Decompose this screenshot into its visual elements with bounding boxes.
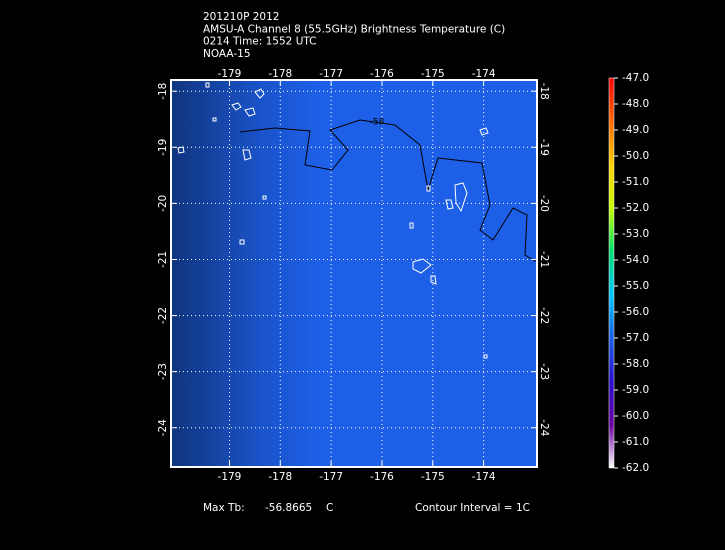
y-tick-label: -18 <box>157 83 169 100</box>
x-tick-label: -176 <box>370 68 394 80</box>
y-tick-label: -18 <box>538 83 550 100</box>
max-tb-value: -56.8665 <box>265 502 312 514</box>
x-tick-label: -175 <box>421 68 445 80</box>
colorbar-label: -60.0 <box>622 410 649 422</box>
colorbar-label: -55.0 <box>622 280 649 292</box>
colorbar-label: -48.0 <box>622 98 649 110</box>
map-frame <box>170 79 538 468</box>
colorbar-label: -52.0 <box>622 202 649 214</box>
contour-label: -58 <box>370 118 385 128</box>
colorbar-label: -57.0 <box>622 332 649 344</box>
colorbar-label: -62.0 <box>622 462 649 474</box>
colorbar <box>608 77 615 469</box>
colorbar-label: -47.0 <box>622 72 649 84</box>
y-tick-label: -19 <box>157 139 169 156</box>
x-tick-label: -179 <box>218 68 242 80</box>
colorbar-label: -51.0 <box>622 176 649 188</box>
title-line: 0214 Time: 1552 UTC <box>203 36 317 48</box>
colorbar-label: -50.0 <box>622 150 649 162</box>
colorbar-label: -54.0 <box>622 254 649 266</box>
colorbar-label: -59.0 <box>622 384 649 396</box>
shading <box>171 80 537 467</box>
x-tick-label: -174 <box>472 68 496 80</box>
coastlines <box>177 82 489 359</box>
x-tick-label: -178 <box>268 471 292 483</box>
y-tick-label: -23 <box>538 363 550 380</box>
y-tick-label: -20 <box>157 195 169 212</box>
x-tick-label: -176 <box>370 471 394 483</box>
colorbar-label: -61.0 <box>622 436 649 448</box>
contour-interval: Contour Interval = 1C <box>415 502 530 514</box>
title-line: AMSU-A Channel 8 (55.5GHz) Brightness Te… <box>203 23 505 35</box>
x-tick-label: -179 <box>218 471 242 483</box>
contour-line <box>239 119 538 263</box>
title-line: 201210P 2012 <box>203 11 279 23</box>
title-line: NOAA-15 <box>203 48 251 60</box>
y-tick-label: -23 <box>157 363 169 380</box>
x-tick-label: -177 <box>319 471 343 483</box>
colorbar-label: -49.0 <box>622 124 649 136</box>
x-tick-label: -178 <box>268 68 292 80</box>
x-tick-label: -175 <box>421 471 445 483</box>
max-tb-label: Max Tb: <box>203 502 245 514</box>
x-tick-label: -174 <box>472 471 496 483</box>
y-tick-label: -24 <box>538 419 550 436</box>
y-tick-label: -21 <box>157 251 169 268</box>
y-tick-label: -24 <box>157 419 169 436</box>
colorbar-label: -53.0 <box>622 228 649 240</box>
colorbar-label: -56.0 <box>622 306 649 318</box>
y-tick-label: -19 <box>538 139 550 156</box>
y-tick-label: -20 <box>538 195 550 212</box>
max-tb-unit: C <box>326 502 333 514</box>
y-tick-label: -22 <box>538 307 550 324</box>
colorbar-label: -58.0 <box>622 358 649 370</box>
y-tick-label: -22 <box>157 307 169 324</box>
y-tick-label: -21 <box>538 251 550 268</box>
x-tick-label: -177 <box>319 68 343 80</box>
